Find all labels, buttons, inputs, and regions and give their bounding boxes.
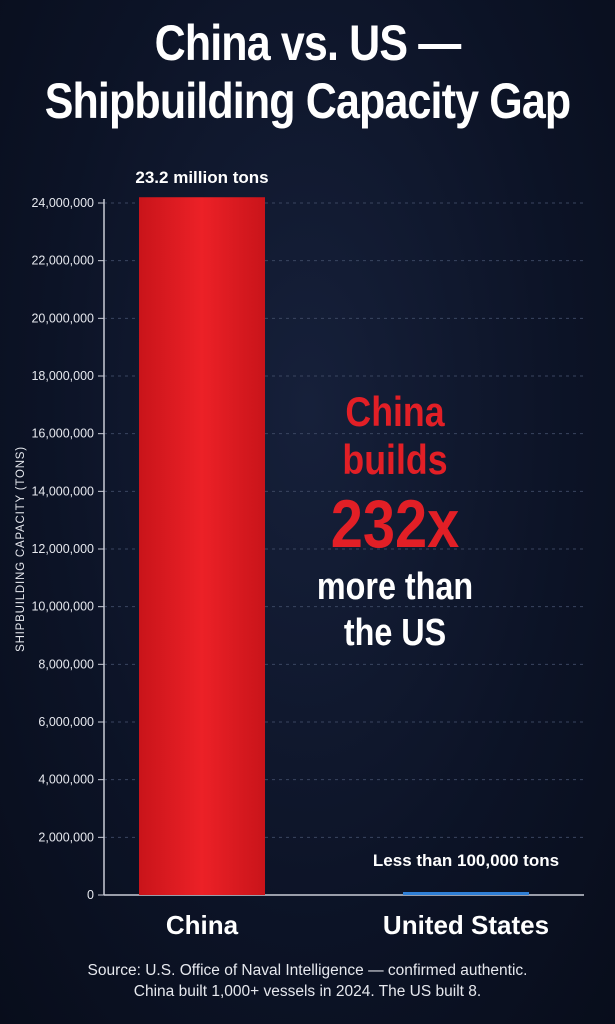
- callout-line-2: builds: [342, 436, 448, 483]
- source-line-2: China built 1,000+ vessels in 2024. The …: [133, 983, 482, 1000]
- y-tick-label: 16,000,000: [31, 427, 94, 441]
- callout-line-1: China: [345, 388, 445, 435]
- data-label-china: 23.2 million tons: [135, 168, 268, 187]
- x-label-united-states: United States: [383, 910, 549, 940]
- y-tick-label: 18,000,000: [31, 369, 94, 383]
- y-tick-label: 24,000,000: [31, 196, 94, 210]
- y-tick-label: 22,000,000: [31, 254, 94, 268]
- bar-china: [139, 197, 265, 895]
- chart-title: China vs. US — Shipbuilding Capacity Gap: [43, 14, 572, 130]
- y-tick-label: 10,000,000: [31, 600, 94, 614]
- y-axis-title: SHIPBUILDING CAPACITY (TONS): [15, 446, 27, 652]
- source-line-1: Source: U.S. Office of Naval Intelligenc…: [87, 962, 528, 979]
- bar-united-states: [403, 892, 529, 895]
- y-tick-label: 0: [87, 888, 94, 902]
- y-tick-label: 8,000,000: [38, 657, 94, 671]
- y-tick-label: 14,000,000: [31, 484, 94, 498]
- callout-multiplier: 232x: [330, 486, 460, 562]
- y-tick-label: 20,000,000: [31, 311, 94, 325]
- y-tick-label: 6,000,000: [38, 715, 94, 729]
- callout-line-5: the US: [343, 612, 447, 654]
- x-label-china: China: [166, 910, 239, 940]
- y-tick-label: 2,000,000: [38, 830, 94, 844]
- source-note: Source: U.S. Office of Naval Intelligenc…: [0, 960, 615, 1002]
- chart-title-line-2: Shipbuilding Capacity Gap: [44, 73, 571, 129]
- data-label-united-states: Less than 100,000 tons: [373, 851, 559, 870]
- y-tick-label: 12,000,000: [31, 542, 94, 556]
- y-tick-label: 4,000,000: [38, 773, 94, 787]
- callout-line-4: more than: [316, 566, 474, 608]
- chart-title-line-1: China vs. US —: [154, 15, 462, 71]
- comparison-callout: China builds 232x more than the US: [270, 388, 520, 656]
